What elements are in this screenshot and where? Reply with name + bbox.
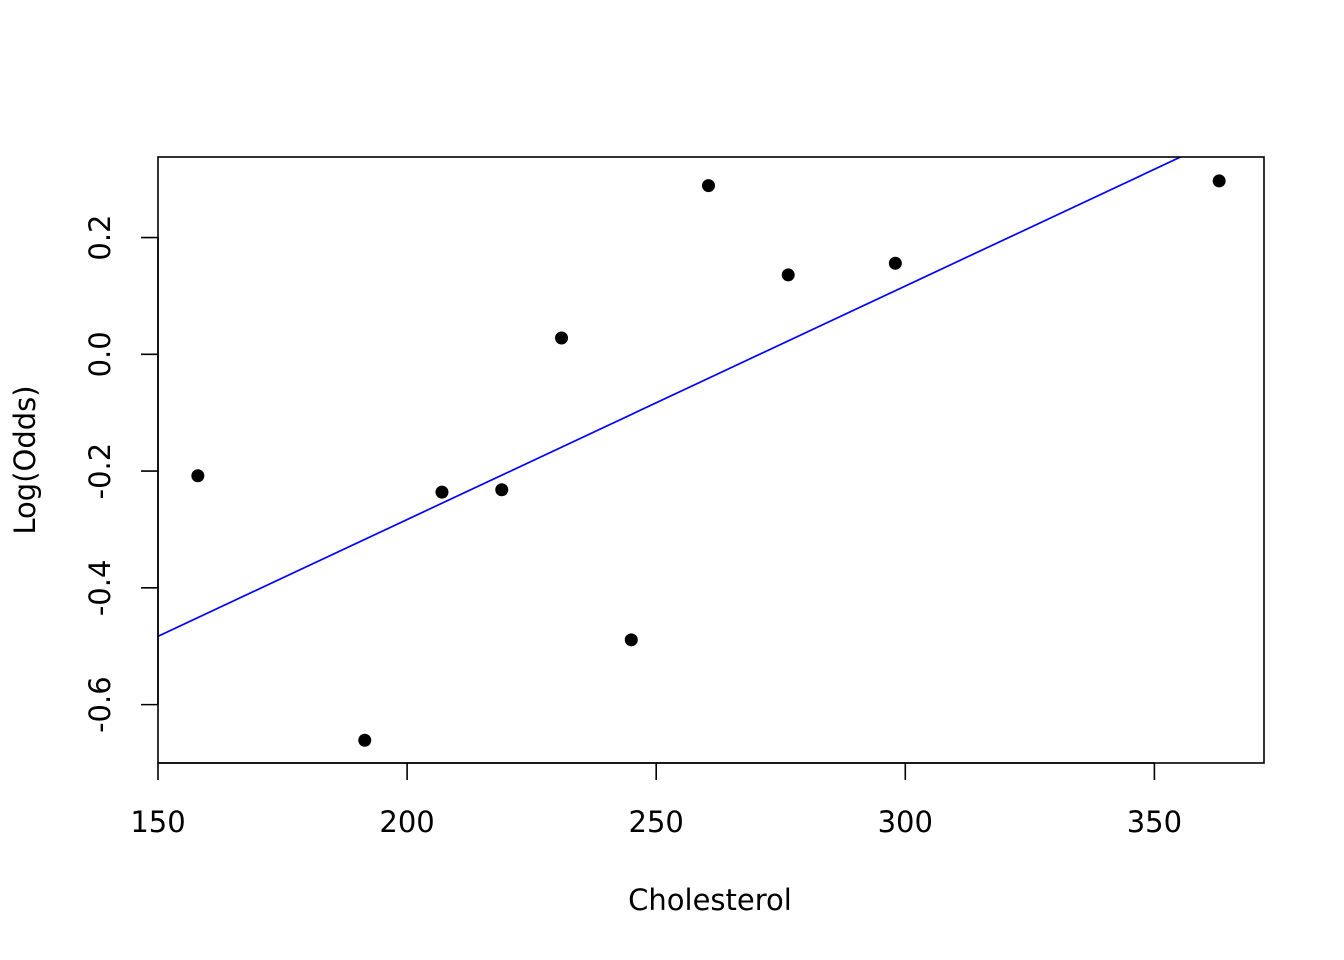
data-point [555, 331, 569, 345]
x-tick-label: 300 [878, 805, 933, 839]
data-point [358, 733, 372, 747]
y-tick-label: 0.0 [83, 331, 117, 377]
x-tick-label: 250 [629, 805, 684, 839]
x-axis-title: Cholesterol [628, 883, 792, 917]
y-tick-label: -0.6 [83, 676, 117, 733]
y-tick-label: 0.2 [83, 215, 117, 261]
fit-line [158, 157, 1183, 638]
y-axis-title: Log(Odds) [8, 385, 42, 534]
data-point [1212, 174, 1226, 188]
x-tick-label: 350 [1127, 805, 1182, 839]
data-point [888, 256, 902, 270]
data-point [495, 483, 509, 497]
y-tick-label: -0.2 [83, 443, 117, 500]
y-tick-label: -0.4 [83, 560, 117, 617]
data-point [624, 633, 638, 647]
x-tick-label: 200 [379, 805, 434, 839]
data-point [781, 268, 795, 282]
x-tick-label: 150 [130, 805, 185, 839]
x-axis: 150 200 250 300 350 [130, 762, 1182, 839]
data-point [702, 179, 716, 193]
data-point [435, 485, 449, 499]
data-point [191, 469, 205, 483]
y-axis: -0.6 -0.4 -0.2 0.0 0.2 [83, 215, 159, 733]
